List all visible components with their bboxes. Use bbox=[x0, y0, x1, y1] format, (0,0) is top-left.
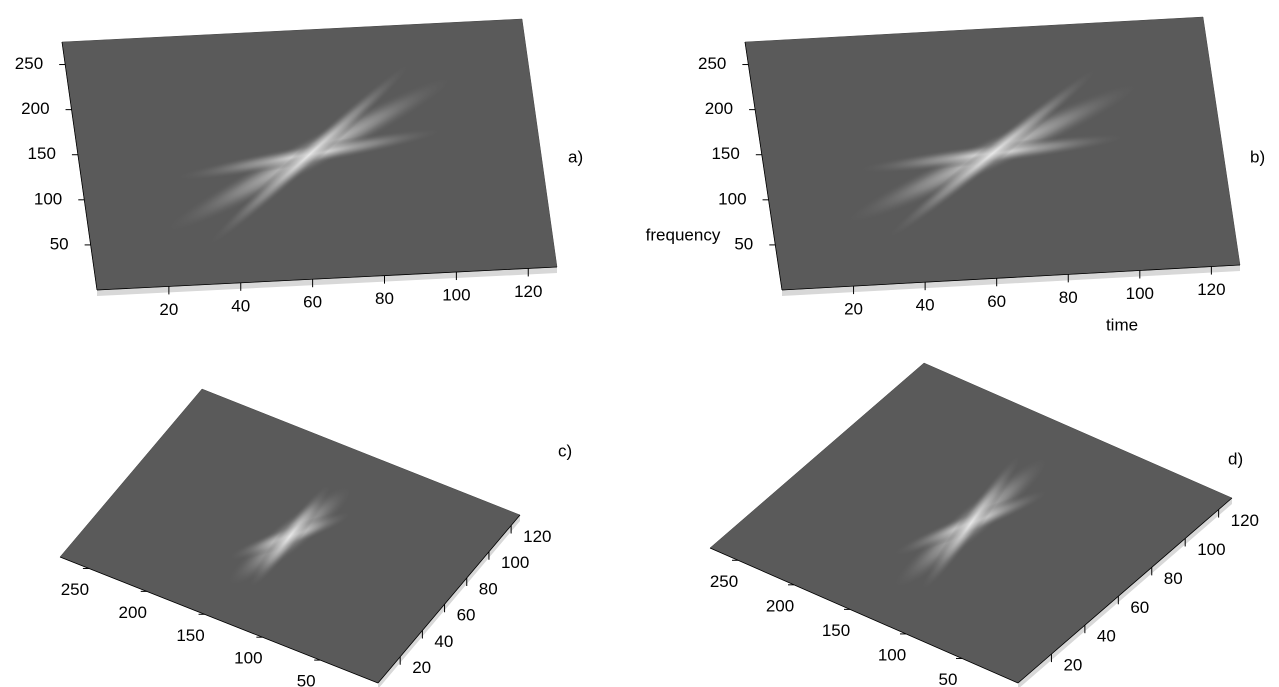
y-tick-label: 50 bbox=[939, 670, 958, 687]
y-tick-label: 250 bbox=[710, 572, 738, 591]
x-tick-label: 120 bbox=[1231, 511, 1259, 530]
y-tick-label: 250 bbox=[15, 54, 43, 73]
x-tick-label: 60 bbox=[303, 293, 322, 312]
x-tick-label: 20 bbox=[412, 658, 431, 677]
y-tick-label: 250 bbox=[698, 54, 726, 73]
x-tick-label: 20 bbox=[159, 300, 178, 319]
y-tick-label: 250 bbox=[61, 580, 89, 599]
y-tick-label: 150 bbox=[711, 144, 739, 163]
x-tick-label: 80 bbox=[479, 579, 498, 598]
y-tick-label: 200 bbox=[705, 99, 733, 118]
y-tick-label: 150 bbox=[28, 144, 56, 163]
x-tick-label: 40 bbox=[916, 296, 935, 315]
y-tick-label: 50 bbox=[734, 234, 753, 253]
x-axis-label: time bbox=[1106, 315, 1138, 334]
y-tick-label: 100 bbox=[878, 645, 906, 664]
x-tick-label: 40 bbox=[434, 632, 453, 651]
y-tick-label: 200 bbox=[21, 99, 49, 118]
page: 2040608010012050100150200250a)2040608010… bbox=[0, 0, 1279, 687]
y-tick-label: 100 bbox=[234, 649, 262, 668]
figure: 2040608010012050100150200250a)2040608010… bbox=[0, 0, 1279, 687]
y-tick-label: 100 bbox=[718, 189, 746, 208]
x-tick-label: 100 bbox=[1197, 540, 1225, 559]
y-tick-label: 200 bbox=[119, 603, 147, 622]
x-tick-label: 80 bbox=[1059, 288, 1078, 307]
x-tick-label: 80 bbox=[1164, 569, 1183, 588]
y-axis-label: frequency bbox=[646, 225, 721, 244]
y-tick-label: 100 bbox=[34, 189, 62, 208]
x-tick-label: 100 bbox=[442, 286, 470, 305]
y-tick-label: 150 bbox=[176, 626, 204, 645]
x-tick-label: 60 bbox=[1130, 598, 1149, 617]
y-tick-label: 50 bbox=[50, 234, 69, 253]
panel-label: d) bbox=[1228, 449, 1243, 468]
x-tick-label: 20 bbox=[1063, 656, 1082, 675]
x-tick-label: 120 bbox=[1197, 280, 1225, 299]
x-tick-label: 120 bbox=[523, 527, 551, 546]
y-tick-label: 200 bbox=[766, 596, 794, 615]
x-tick-label: 100 bbox=[1126, 284, 1154, 303]
x-tick-label: 60 bbox=[457, 606, 476, 625]
panel-label: a) bbox=[568, 147, 583, 166]
x-tick-label: 40 bbox=[231, 296, 250, 315]
x-tick-label: 40 bbox=[1097, 627, 1116, 646]
x-tick-label: 60 bbox=[987, 292, 1006, 311]
panel-label: c) bbox=[558, 441, 572, 460]
x-tick-label: 120 bbox=[514, 282, 542, 301]
y-tick-label: 150 bbox=[822, 621, 850, 640]
x-tick-label: 80 bbox=[375, 289, 394, 308]
y-tick-label: 50 bbox=[297, 672, 316, 687]
panel-label: b) bbox=[1250, 147, 1265, 166]
x-tick-label: 20 bbox=[844, 300, 863, 319]
x-tick-label: 100 bbox=[501, 553, 529, 572]
